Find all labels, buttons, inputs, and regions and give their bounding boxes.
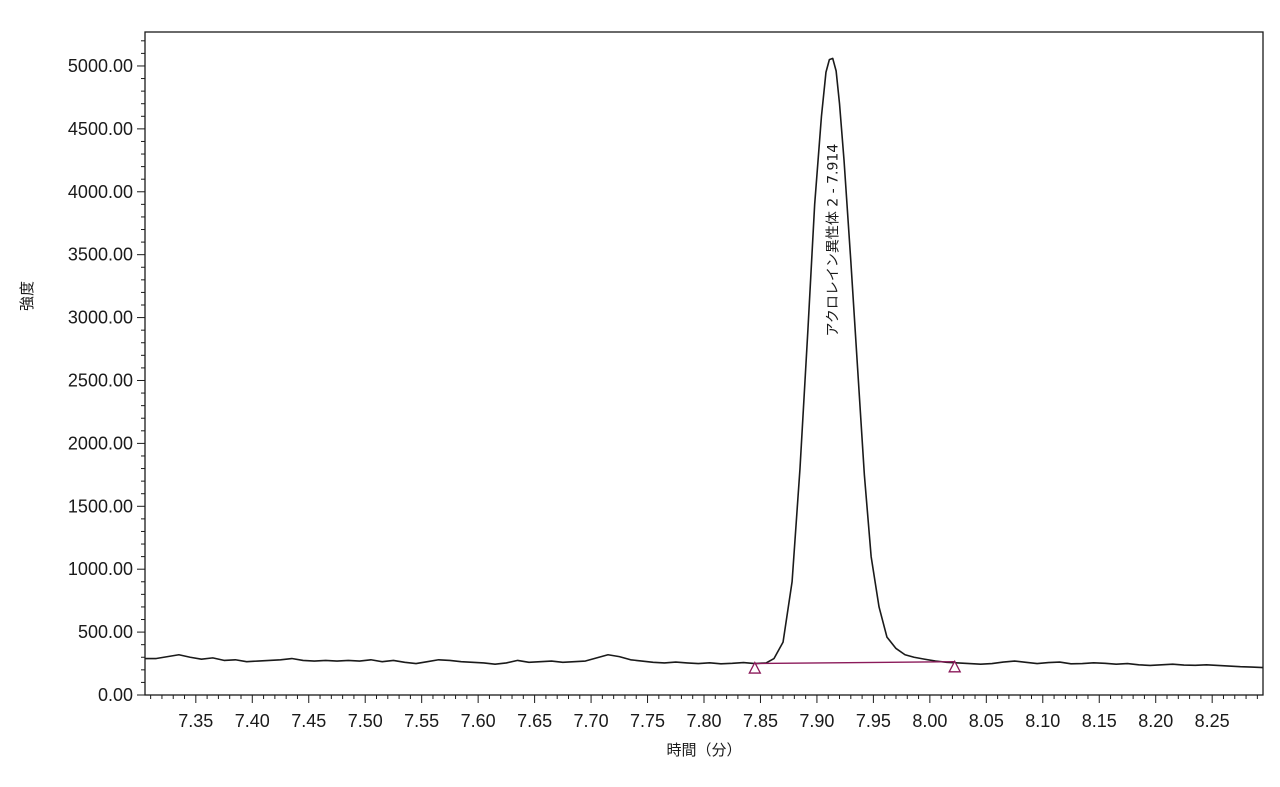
x-tick-label: 7.80 <box>686 711 721 731</box>
y-tick-label: 3000.00 <box>68 308 133 328</box>
x-tick-label: 8.25 <box>1195 711 1230 731</box>
y-tick-label: 2000.00 <box>68 433 133 453</box>
annotation-group: アクロレイン異性体 2 - 7.914 <box>826 144 842 337</box>
x-axis-ticks: 7.35 7.40 7.45 7.50 7.55 7.60 7.65 7.70 7.75 7.80… <box>150 695 1258 731</box>
x-tick-label: 8.00 <box>912 711 947 731</box>
y-tick-label: 4500.00 <box>68 119 133 139</box>
y-axis-ticks: 0.00 500.00 1000.00 1500.00 2000.00 2500.00 30… <box>68 40 145 705</box>
x-tick-label: 7.45 <box>291 711 326 731</box>
series-group <box>145 57 1264 669</box>
y-tick-label: 2500.00 <box>68 370 133 390</box>
x-tick-label: 7.95 <box>856 711 891 731</box>
x-tick-label: 8.15 <box>1082 711 1117 731</box>
x-axis-title: 時間（分） <box>666 741 741 759</box>
y-tick-label: 500.00 <box>78 622 133 642</box>
peak-label: アクロレイン異性体 2 - 7.914 <box>826 144 842 337</box>
y-tick-label: 5000.00 <box>68 56 133 76</box>
y-tick-label: 4000.00 <box>68 182 133 202</box>
x-tick-label: 7.55 <box>404 711 439 731</box>
y-axis-title: 強度 <box>18 281 36 311</box>
integration-baseline <box>754 660 955 665</box>
x-tick-label: 8.10 <box>1025 711 1060 731</box>
y-tick-label: 1000.00 <box>68 559 133 579</box>
x-tick-label: 7.75 <box>630 711 665 731</box>
x-tick-label: 8.20 <box>1138 711 1173 731</box>
x-tick-label: 8.05 <box>969 711 1004 731</box>
plot-border <box>144 31 1264 696</box>
x-tick-label: 7.50 <box>348 711 383 731</box>
marker-group <box>748 659 962 674</box>
peak-boundary-marker <box>948 659 962 673</box>
x-tick-label: 7.35 <box>178 711 213 731</box>
x-tick-label: 7.70 <box>574 711 609 731</box>
chromatogram-trace <box>145 57 1264 669</box>
x-tick-label: 7.40 <box>235 711 270 731</box>
x-tick-label: 7.65 <box>517 711 552 731</box>
peak-boundary-marker <box>748 661 762 674</box>
plot-frame <box>144 31 1264 696</box>
x-tick-label: 7.60 <box>461 711 496 731</box>
x-tick-label: 7.85 <box>743 711 778 731</box>
y-tick-label: 0.00 <box>98 685 133 705</box>
y-tick-label: 3500.00 <box>68 245 133 265</box>
y-tick-label: 1500.00 <box>68 496 133 516</box>
x-tick-label: 7.90 <box>799 711 834 731</box>
